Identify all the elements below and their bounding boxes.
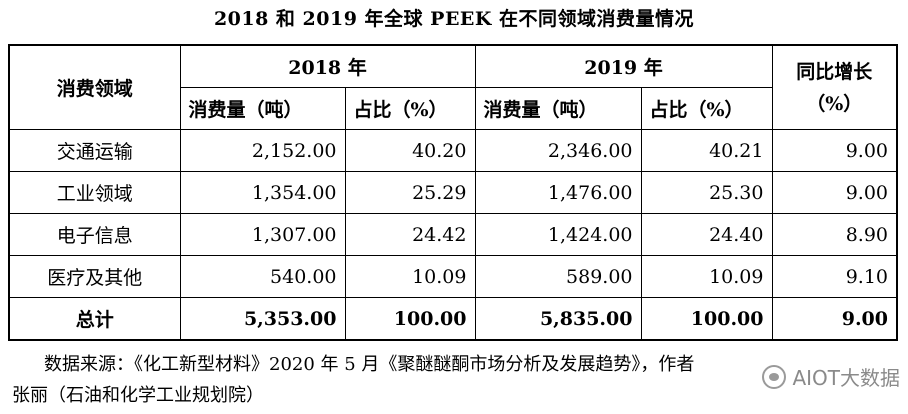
header-year-2019: 2019 年 — [474, 44, 773, 88]
row-consumption-2018: 2,152.00 — [179, 129, 346, 172]
row-growth: 9.00 — [771, 171, 898, 214]
watermark-text: AIOT大数据 — [792, 366, 900, 390]
header-consumption-2018: 消费量（吨） — [179, 87, 346, 130]
source-note-line1: 数据来源：《化工新型材料》2020 年 5 月《聚醚醚酮市场分析及发展趋势》，作… — [44, 354, 695, 375]
row-consumption-2018: 1,307.00 — [179, 213, 346, 256]
table-row: 医疗及其他 540.00 10.09 589.00 10.09 9.10 — [8, 255, 898, 298]
watermark: AIOT大数据 — [762, 362, 900, 391]
total-consumption-2018: 5,353.00 — [179, 297, 346, 341]
row-share-2019: 40.21 — [640, 129, 773, 172]
row-consumption-2019: 1,424.00 — [474, 213, 642, 256]
header-growth-line1: 同比增长 — [796, 60, 873, 83]
row-share-2019: 10.09 — [640, 255, 773, 298]
table-row: 工业领域 1,354.00 25.29 1,476.00 25.30 9.00 — [8, 171, 898, 214]
table-title: 2018 和 2019 年全球 PEEK 在不同领域消费量情况 — [213, 8, 695, 30]
row-growth: 9.00 — [771, 129, 898, 172]
row-share-2018: 40.20 — [344, 129, 476, 172]
row-field: 电子信息 — [8, 213, 181, 256]
row-consumption-2018: 540.00 — [179, 255, 346, 298]
total-row: 总计 5,353.00 100.00 5,835.00 100.00 9.00 — [8, 297, 898, 341]
row-consumption-2018: 1,354.00 — [179, 171, 346, 214]
header-field: 消费领域 — [8, 44, 181, 130]
consumption-table: 消费领域 2018 年 2019 年 同比增长 （%） 消费量（吨） 占比（%）… — [8, 44, 898, 341]
header-share-2019: 占比（%） — [640, 87, 773, 130]
header-row-2: 消费量（吨） 占比（%） 消费量（吨） 占比（%） — [9, 87, 897, 130]
total-consumption-2019: 5,835.00 — [474, 297, 642, 341]
total-share-2019: 100.00 — [640, 297, 773, 341]
table-row: 交通运输 2,152.00 40.20 2,346.00 40.21 9.00 — [8, 129, 898, 172]
table-row: 电子信息 1,307.00 24.42 1,424.00 24.40 8.90 — [8, 213, 898, 256]
row-consumption-2019: 1,476.00 — [474, 171, 642, 214]
header-consumption-2019: 消费量（吨） — [474, 87, 642, 130]
row-share-2018: 25.29 — [344, 171, 476, 214]
row-share-2018: 24.42 — [344, 213, 476, 256]
row-share-2019: 24.40 — [640, 213, 773, 256]
row-consumption-2019: 2,346.00 — [474, 129, 642, 172]
row-field: 交通运输 — [8, 129, 181, 172]
total-label: 总计 — [8, 297, 181, 341]
row-field: 医疗及其他 — [8, 255, 181, 298]
total-share-2018: 100.00 — [344, 297, 476, 341]
row-growth: 8.90 — [771, 213, 898, 256]
header-share-2018: 占比（%） — [344, 87, 476, 130]
wechat-icon — [762, 364, 787, 389]
total-growth: 9.00 — [771, 297, 898, 341]
row-share-2019: 25.30 — [640, 171, 773, 214]
header-year-2018: 2018 年 — [179, 44, 476, 88]
header-growth-line2: （%） — [806, 92, 863, 115]
row-consumption-2019: 589.00 — [474, 255, 642, 298]
source-note-line2: 张丽（石油和化学工业规划院） — [12, 385, 264, 406]
header-row-1: 消费领域 2018 年 2019 年 同比增长 （%） — [8, 44, 898, 130]
header-growth: 同比增长 （%） — [771, 44, 898, 130]
row-field: 工业领域 — [8, 171, 181, 214]
row-share-2018: 10.09 — [344, 255, 476, 298]
row-growth: 9.10 — [771, 255, 898, 298]
